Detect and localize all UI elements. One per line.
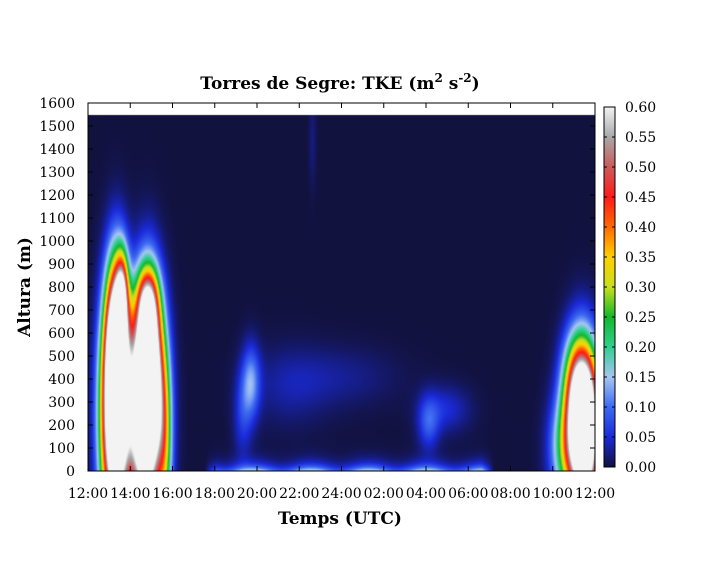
plot-area (87, 102, 596, 472)
y-tick-label: 1400 (39, 142, 75, 158)
y-tick-label: 1300 (39, 165, 75, 181)
colorbar-tick-label: 0.20 (625, 340, 656, 356)
y-tick-label: 600 (48, 326, 75, 342)
y-tick-label: 1100 (39, 211, 75, 227)
x-tick-label: 12:00 (68, 486, 108, 502)
y-axis-ticks: 0 100 200 300 400 500 600 700 800 900 1000 1100 1200… (39, 96, 595, 480)
colorbar-tick-label: 0.15 (625, 370, 656, 386)
y-tick-label: 1500 (39, 119, 75, 135)
y-tick-label: 800 (48, 280, 75, 296)
x-axis-label: Temps (UTC) (278, 509, 402, 529)
colorbar-tick-label: 0.05 (625, 430, 656, 446)
colorbar-tick-label: 0.45 (625, 190, 656, 206)
y-tick-label: 1600 (39, 96, 75, 112)
x-axis-ticks: 12:00 14:00 16:00 18:00 20:00 22:00 24:00 02:00… (68, 103, 615, 502)
y-tick-label: 1200 (39, 188, 75, 204)
y-tick-label: 400 (48, 372, 75, 388)
heatmap-field (88, 103, 595, 471)
colorbar-tick-label: 0.35 (625, 250, 656, 266)
colorbar-tick-label: 0.60 (625, 100, 656, 116)
x-tick-label: 22:00 (279, 486, 319, 502)
heatmap-canvas-holder (88, 103, 595, 471)
x-tick-label: 16:00 (152, 486, 192, 502)
colorbar-tick-label: 0.55 (625, 130, 656, 146)
y-tick-label: 500 (48, 349, 75, 365)
y-tick-label: 900 (48, 257, 75, 273)
x-tick-label: 04:00 (406, 486, 446, 502)
colorbar-tick-label: 0.30 (625, 280, 656, 296)
colorbar-tick-label: 0.50 (625, 160, 656, 176)
x-tick-label: 02:00 (364, 486, 404, 502)
y-tick-label: 100 (48, 441, 75, 457)
x-tick-label: 18:00 (195, 486, 235, 502)
colorbar-tick-label: 0.10 (625, 400, 656, 416)
chart-title: Torres de Segre: TKE (m2 s-2) (200, 71, 479, 94)
x-tick-label: 24:00 (321, 486, 361, 502)
x-tick-label: 14:00 (110, 486, 150, 502)
y-tick-label: 700 (48, 303, 75, 319)
x-tick-label: 20:00 (237, 486, 277, 502)
y-axis-label: Altura (m) (15, 237, 35, 338)
y-tick-label: 1000 (39, 234, 75, 250)
colorbar-tick-label: 0.40 (625, 220, 656, 236)
colorbar-ticks: 0.00 0.05 0.10 0.15 0.20 0.25 0.30 0.35 0.40 0.45… (604, 100, 656, 476)
colorbar-tick-label: 0.25 (625, 310, 656, 326)
x-tick-label: 10:00 (533, 486, 573, 502)
y-tick-label: 0 (66, 464, 75, 480)
y-tick-label: 200 (48, 418, 75, 434)
colorbar: 0.00 0.05 0.10 0.15 0.20 0.25 0.30 0.35 0.40 0.45… (603, 100, 656, 476)
x-tick-label: 08:00 (490, 486, 530, 502)
x-tick-label: 12:00 (575, 486, 615, 502)
y-tick-label: 300 (48, 395, 75, 411)
x-tick-label: 06:00 (448, 486, 488, 502)
colorbar-tick-label: 0.00 (625, 460, 656, 476)
